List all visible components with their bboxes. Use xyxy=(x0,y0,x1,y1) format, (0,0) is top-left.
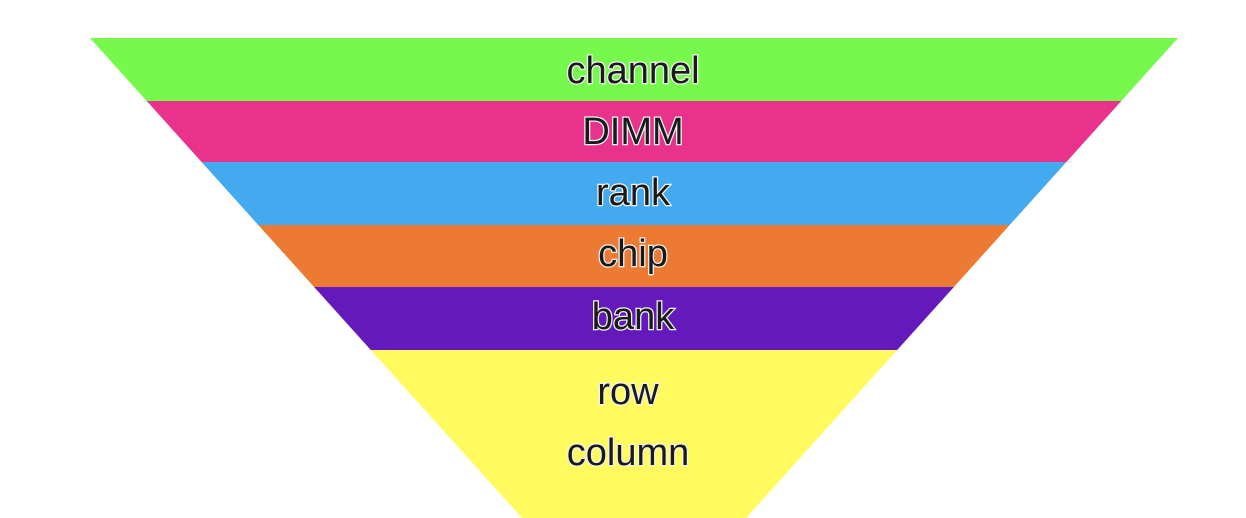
layer-label-chip: chip xyxy=(598,233,668,275)
funnel-band-channel xyxy=(90,38,1178,101)
funnel-band-rank xyxy=(201,162,1067,225)
funnel-band-dimm xyxy=(146,101,1122,162)
layer-label-rank: rank xyxy=(596,172,671,214)
funnel-band-bank xyxy=(314,287,954,350)
funnel-bands xyxy=(90,38,1178,518)
layer-label-dimm: DIMM xyxy=(582,111,683,153)
funnel-band-chip xyxy=(258,225,1010,287)
layer-label-column: column xyxy=(567,432,690,474)
layer-label-channel: channel xyxy=(566,50,699,92)
funnel-band-row-column xyxy=(370,350,898,518)
layer-label-bank: bank xyxy=(592,296,675,338)
layer-label-row: row xyxy=(597,371,659,413)
